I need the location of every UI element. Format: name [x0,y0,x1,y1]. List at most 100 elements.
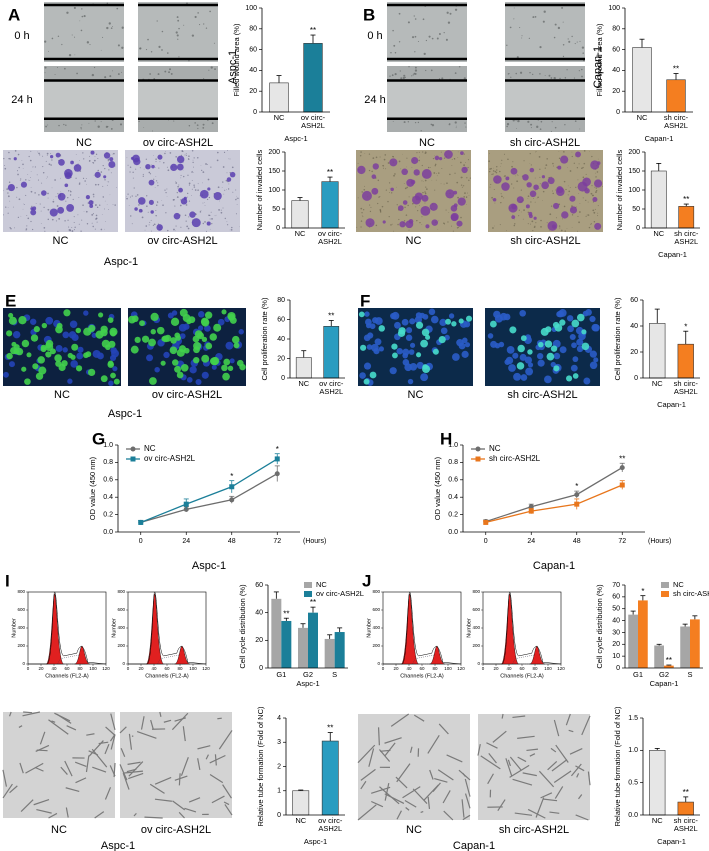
x-tick-label: ov circ-ASH2L [317,230,343,246]
cell [146,354,154,362]
cell [562,55,565,58]
cell [153,155,154,156]
legend-label: NC [673,580,684,589]
hist-x-tick-label: 100 [89,666,97,671]
hist-x-tick-label: 0 [382,666,385,671]
cell [226,189,227,191]
x-tick-label: 72 [618,538,626,545]
cell [70,160,74,165]
cell [590,223,592,225]
cell [175,182,178,184]
cell [4,167,7,170]
cell [148,224,150,226]
cell [74,226,76,228]
cell [210,66,213,69]
y-axis-label: Relative tube formation (Fold of NC) [613,706,622,827]
cell [559,227,561,229]
cell [411,75,413,77]
cell [540,327,549,336]
legend-label: NC [489,444,501,453]
cell [527,211,529,214]
cell [183,24,185,26]
series-line [485,484,623,524]
cell [414,72,417,75]
cell [394,73,397,76]
cell [173,120,175,122]
cell [463,164,465,166]
cell [539,176,541,178]
cell [226,224,229,226]
cell [527,362,534,368]
cell [232,191,234,193]
cell [383,158,386,161]
image-caption: NC [53,235,69,247]
cell [164,152,166,155]
cell [507,158,509,161]
cell [93,196,95,198]
cell [411,166,413,168]
hist-x-tick-label: 100 [189,666,197,671]
cell [533,216,537,220]
cell [202,171,205,174]
cell [422,364,431,373]
cell [198,311,205,318]
y-axis-label: Number of invaded cells [255,150,264,231]
cell [138,204,140,206]
cell [468,194,470,196]
tube [529,753,536,757]
cell [211,223,213,225]
cell [175,155,177,158]
cell [89,43,91,46]
tube [22,711,41,717]
hist-x-tick-label: 0 [127,666,130,671]
cell [193,356,200,364]
significance: * [575,482,578,491]
cell [28,179,30,181]
cell [17,216,20,218]
cell [40,223,42,224]
cell [552,321,560,329]
cell [431,219,439,226]
cell [211,364,217,370]
cell [391,223,393,225]
y-tick-label: 0 [634,375,638,382]
tube [2,783,13,799]
cell [213,191,222,201]
cell [494,342,501,349]
cell [52,200,55,203]
hist-x-tick-label: 120 [102,666,110,671]
cell [224,217,226,220]
cell [55,196,57,198]
cell [197,127,199,130]
tube [2,769,8,787]
bar [678,206,695,229]
cell [42,165,44,168]
cell [22,168,24,169]
micrograph [2,711,116,819]
tube [371,800,384,808]
cell [424,192,427,195]
cell [414,66,417,69]
cell [357,162,359,164]
tube [150,719,154,730]
cell [436,173,437,174]
tube [218,730,233,750]
cell [178,184,180,186]
cell [465,126,467,128]
cell [366,344,373,350]
cell [445,209,447,211]
g1-peak [146,593,164,665]
cell [108,209,109,211]
x-tick-label-box: NC [652,817,663,824]
cell [517,174,519,176]
cell [513,7,515,9]
cell [46,176,48,178]
y-axis-label: OD value (450 nm) [433,456,442,520]
cell [464,342,471,348]
cell [155,167,157,168]
micrograph [44,66,124,132]
cell [88,200,94,206]
cell [170,317,180,326]
cell [451,321,457,327]
cell [159,161,161,163]
